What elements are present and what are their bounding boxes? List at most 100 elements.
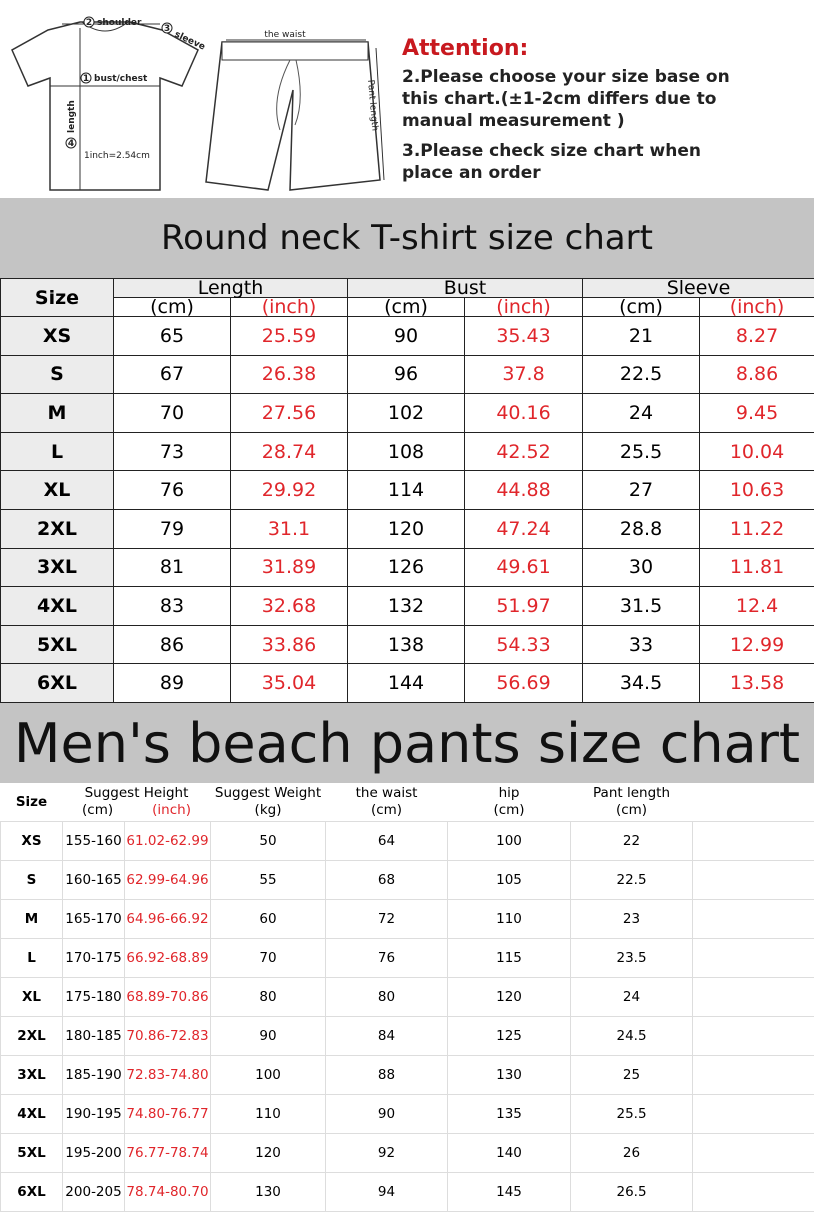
attention-item: 2.Please choose your size base on this c… xyxy=(402,67,730,131)
cell: 10.04 xyxy=(699,431,814,472)
size-cell: M xyxy=(0,393,114,433)
cell: 12.4 xyxy=(699,586,814,626)
size-cell: L xyxy=(0,938,63,978)
table-row: 6XL 200-205 78.74-80.70 130 94 145 26.5 xyxy=(0,1172,814,1212)
empty-cell xyxy=(692,1016,814,1056)
table-row: 5XL 86 33.86 138 54.33 33 12.99 xyxy=(0,624,814,665)
attention-title: Attention: xyxy=(402,36,529,61)
cell: 72.83-74.80 xyxy=(123,1055,212,1095)
unit-cell: (cm) xyxy=(347,297,466,317)
cell: 34.5 xyxy=(582,663,701,703)
cell: 94 xyxy=(325,1172,449,1212)
cell: 23 xyxy=(570,899,694,939)
unit-cell: (cm) xyxy=(113,297,231,317)
cell: 92 xyxy=(325,1133,449,1173)
cell: 23.5 xyxy=(570,938,694,978)
header-cell: Length xyxy=(112,278,349,298)
cell: 120 xyxy=(447,977,572,1017)
empty-cell xyxy=(692,1094,814,1134)
drawstring xyxy=(276,59,301,131)
cell: 126 xyxy=(347,547,466,588)
cell: 155-160 xyxy=(62,821,125,861)
cell: 175-180 xyxy=(62,977,125,1017)
marker-text: 4 xyxy=(68,139,74,149)
pants-label: the waist xyxy=(264,30,306,40)
table-row: M 70 27.56 102 40.16 24 9.45 xyxy=(0,393,814,433)
table-row: XS 65 25.59 90 35.43 21 8.27 xyxy=(0,316,814,356)
unit-cell: (inch) xyxy=(229,297,349,317)
cell: 67 xyxy=(113,354,231,395)
cell: 190-195 xyxy=(62,1094,125,1134)
cell: 88 xyxy=(325,1055,449,1095)
pant-length-line xyxy=(375,47,385,181)
pants-outline xyxy=(205,41,381,191)
header-units: (cm) xyxy=(448,802,571,819)
marker-text: 1 xyxy=(83,74,89,84)
cell: 100 xyxy=(447,821,572,861)
cell: 110 xyxy=(210,1094,327,1134)
cell: 110 xyxy=(447,899,572,939)
header-label: Suggest Weight xyxy=(214,785,322,801)
marker xyxy=(65,137,77,149)
table-row: XL 175-180 68.89-70.86 80 80 120 24 xyxy=(0,977,814,1017)
cell: 51.97 xyxy=(464,586,584,626)
cell: 25.59 xyxy=(229,316,349,356)
marker xyxy=(80,72,92,84)
cell: 64.96-66.92 xyxy=(123,899,212,939)
table-row: 6XL 89 35.04 144 56.69 34.5 13.58 xyxy=(0,663,814,703)
cell: 200-205 xyxy=(62,1172,125,1212)
size-cell: XL xyxy=(0,470,114,510)
pants-table: Size Suggest Height (cm) (inch) Suggest Weig… xyxy=(0,783,814,1212)
cell: 68.89-70.86 xyxy=(123,977,212,1017)
cell: 76.77-78.74 xyxy=(123,1133,212,1173)
shirt-label: length xyxy=(67,100,77,133)
cell: 27.56 xyxy=(229,393,349,433)
empty-cell xyxy=(693,783,814,822)
cell: 195-200 xyxy=(62,1133,125,1173)
cell: 140 xyxy=(447,1133,572,1173)
cell: 27 xyxy=(582,470,701,510)
table-row: L 73 28.74 108 42.52 25.5 10.04 xyxy=(0,431,814,472)
cell: 89 xyxy=(113,663,231,703)
unit-label: (cm) xyxy=(370,802,403,818)
table-row: S 67 26.38 96 37.8 22.5 8.86 xyxy=(0,354,814,395)
cell: 47.24 xyxy=(464,508,584,549)
unit-label: (cm) xyxy=(493,802,525,818)
header-cell: Suggest Height (cm) (inch) xyxy=(63,783,211,822)
cell: 22 xyxy=(570,821,694,861)
cell: 22.5 xyxy=(582,354,701,395)
header-label: Pant length xyxy=(593,785,670,801)
cell: 30 xyxy=(582,547,701,588)
size-cell: M xyxy=(0,899,63,939)
cell: 80 xyxy=(325,977,449,1017)
cell: 31.5 xyxy=(582,586,701,626)
empty-cell xyxy=(692,938,814,978)
cell: 125 xyxy=(447,1016,572,1056)
cell: 170-175 xyxy=(62,938,125,978)
unit-label: (kg) xyxy=(254,802,282,818)
empty-cell xyxy=(692,1133,814,1173)
cell: 76 xyxy=(113,470,231,510)
header-row: Size Length Bust Sleeve xyxy=(0,278,814,317)
cell: 61.02-62.99 xyxy=(123,821,212,861)
cell: 108 xyxy=(347,431,466,472)
cell: 81 xyxy=(113,547,231,588)
empty-cell xyxy=(692,860,814,900)
cell: 49.61 xyxy=(464,547,584,588)
cell: 70 xyxy=(210,938,327,978)
table-row: 4XL 83 32.68 132 51.97 31.5 12.4 xyxy=(0,586,814,626)
unit-cell: (cm) xyxy=(582,297,701,317)
size-cell: 2XL xyxy=(0,508,114,549)
table-row: XL 76 29.92 114 44.88 27 10.63 xyxy=(0,470,814,510)
cell: 24 xyxy=(570,977,694,1017)
header-units: (kg) xyxy=(211,802,326,819)
cell: 26.38 xyxy=(229,354,349,395)
table-row: M 165-170 64.96-66.92 60 72 110 23 xyxy=(0,899,814,939)
cell: 25.5 xyxy=(570,1094,694,1134)
cell: 11.22 xyxy=(699,508,814,549)
empty-cell xyxy=(692,821,814,861)
attention-item: 3.Please check size chart when place an … xyxy=(402,141,701,183)
header-units: (cm) xyxy=(571,802,693,819)
pants-waistband xyxy=(221,41,369,61)
cell: 40.16 xyxy=(464,393,584,433)
